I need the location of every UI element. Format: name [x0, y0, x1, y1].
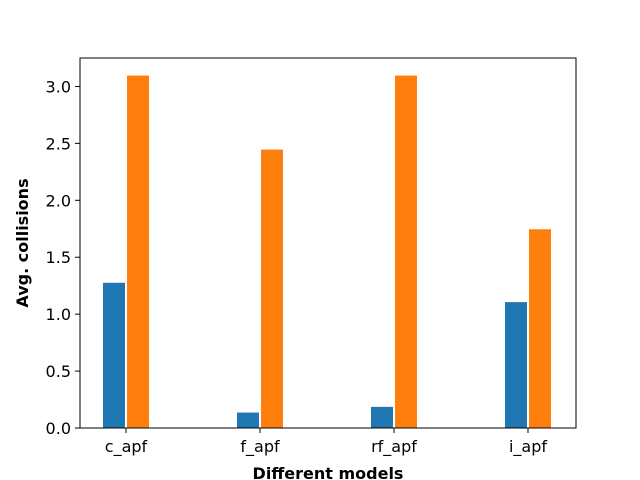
bars-layer: [102, 74, 552, 429]
y-tick-label-0.0: 0.0: [46, 419, 71, 438]
x-tick-label-rf_apf: rf_apf: [371, 437, 417, 457]
x-tick-label-c_apf: c_apf: [105, 437, 148, 457]
bar-i_apf-series-1: [504, 301, 528, 429]
y-tick-label-1.5: 1.5: [46, 248, 71, 267]
plot-area-frame: [79, 57, 577, 429]
y-axis: 0.0 0.5 1.0 1.5 2.0 2.5 3.0: [46, 77, 80, 438]
y-axis-title: Avg. collisions: [13, 178, 32, 307]
y-tick-label-2.5: 2.5: [46, 134, 71, 153]
y-tick-label-3.0: 3.0: [46, 77, 71, 96]
y-tick-label-1.0: 1.0: [46, 305, 71, 324]
bar-i_apf-series-2: [528, 228, 552, 429]
bar-c_apf-series-1: [102, 281, 126, 429]
x-tick-label-f_apf: f_apf: [240, 437, 280, 457]
bar-f_apf-series-1: [236, 411, 260, 429]
y-tick-label-0.5: 0.5: [46, 362, 71, 381]
bar-rf_apf-series-1: [370, 405, 394, 429]
bar-f_apf-series-2: [260, 148, 284, 429]
y-tick-label-2.0: 2.0: [46, 191, 71, 210]
x-axis-title: Different models: [253, 464, 404, 480]
x-axis: c_apf f_apf rf_apf i_apf: [105, 428, 547, 457]
bar-c_apf-series-2: [126, 74, 150, 429]
x-tick-label-i_apf: i_apf: [509, 437, 547, 457]
bar-rf_apf-series-2: [394, 74, 418, 429]
